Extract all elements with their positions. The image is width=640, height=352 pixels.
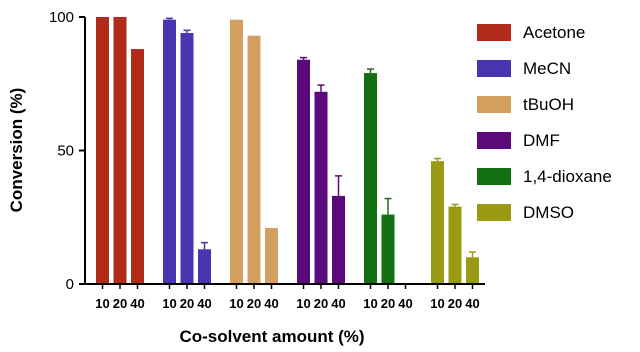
legend-swatch-1,4-dioxane xyxy=(477,168,511,185)
legend-swatch-DMSO xyxy=(477,204,511,221)
bar-DMSO-10 xyxy=(431,161,444,284)
x-tick-label: 10 xyxy=(363,296,377,311)
bar-tBuOH-40 xyxy=(265,228,278,284)
x-tick-label: 40 xyxy=(197,296,211,311)
x-tick-label: 20 xyxy=(247,296,261,311)
x-tick-label: 10 xyxy=(229,296,243,311)
x-tick-label: 40 xyxy=(264,296,278,311)
x-tick-label: 20 xyxy=(113,296,127,311)
x-axis-title: Co-solvent amount (%) xyxy=(179,327,364,346)
x-tick-label: 10 xyxy=(430,296,444,311)
legend-swatch-Acetone xyxy=(477,24,511,41)
legend-label-DMSO: DMSO xyxy=(523,203,574,222)
y-tick-label: 50 xyxy=(57,143,74,160)
x-tick-label: 10 xyxy=(296,296,310,311)
bar-DMF-20 xyxy=(315,92,328,284)
legend-swatch-tBuOH xyxy=(477,96,511,113)
x-tick-label: 20 xyxy=(314,296,328,311)
legend-label-1,4-dioxane: 1,4-dioxane xyxy=(523,167,612,186)
legend: Acetone MeCN tBuOH DMF 1,4-dioxane DMSO xyxy=(477,23,612,222)
bar-DMSO-20 xyxy=(449,207,462,284)
bar-MeCN-10 xyxy=(163,20,176,284)
bar-1,4-dioxane-10 xyxy=(364,73,377,284)
x-tick-label: 40 xyxy=(465,296,479,311)
legend-label-Acetone: Acetone xyxy=(523,23,585,42)
y-tick-label: 0 xyxy=(66,276,74,293)
bar-DMF-40 xyxy=(332,196,345,284)
x-tick-label: 20 xyxy=(180,296,194,311)
x-tick-label: 10 xyxy=(162,296,176,311)
y-tick-label: 100 xyxy=(49,9,74,26)
bar-Acetone-40 xyxy=(131,49,144,284)
bars-layer xyxy=(96,17,479,284)
x-tick-label: 20 xyxy=(448,296,462,311)
x-tick-label: 40 xyxy=(331,296,345,311)
bar-MeCN-20 xyxy=(181,33,194,284)
legend-swatch-MeCN xyxy=(477,60,511,77)
bar-DMSO-40 xyxy=(466,257,479,284)
x-tick-label: 40 xyxy=(398,296,412,311)
bar-1,4-dioxane-20 xyxy=(382,215,395,284)
bar-Acetone-10 xyxy=(96,17,109,284)
x-tick-label: 10 xyxy=(95,296,109,311)
y-axis: 0 50 100 xyxy=(49,9,85,293)
x-tick-label: 40 xyxy=(130,296,144,311)
bar-MeCN-40 xyxy=(198,249,211,284)
bar-tBuOH-20 xyxy=(248,36,261,284)
x-tick-label: 20 xyxy=(381,296,395,311)
legend-swatch-DMF xyxy=(477,132,511,149)
y-axis-title: Conversion (%) xyxy=(7,88,26,213)
x-axis: 10 20 40 10 20 40 10 20 40 10 20 40 10 20 40 10 20 40 xyxy=(85,284,485,311)
bar-Acetone-20 xyxy=(114,17,127,284)
legend-label-DMF: DMF xyxy=(523,131,560,150)
legend-label-tBuOH: tBuOH xyxy=(523,95,574,114)
bar-tBuOH-10 xyxy=(230,20,243,284)
bar-DMF-10 xyxy=(297,60,310,284)
legend-label-MeCN: MeCN xyxy=(523,59,571,78)
